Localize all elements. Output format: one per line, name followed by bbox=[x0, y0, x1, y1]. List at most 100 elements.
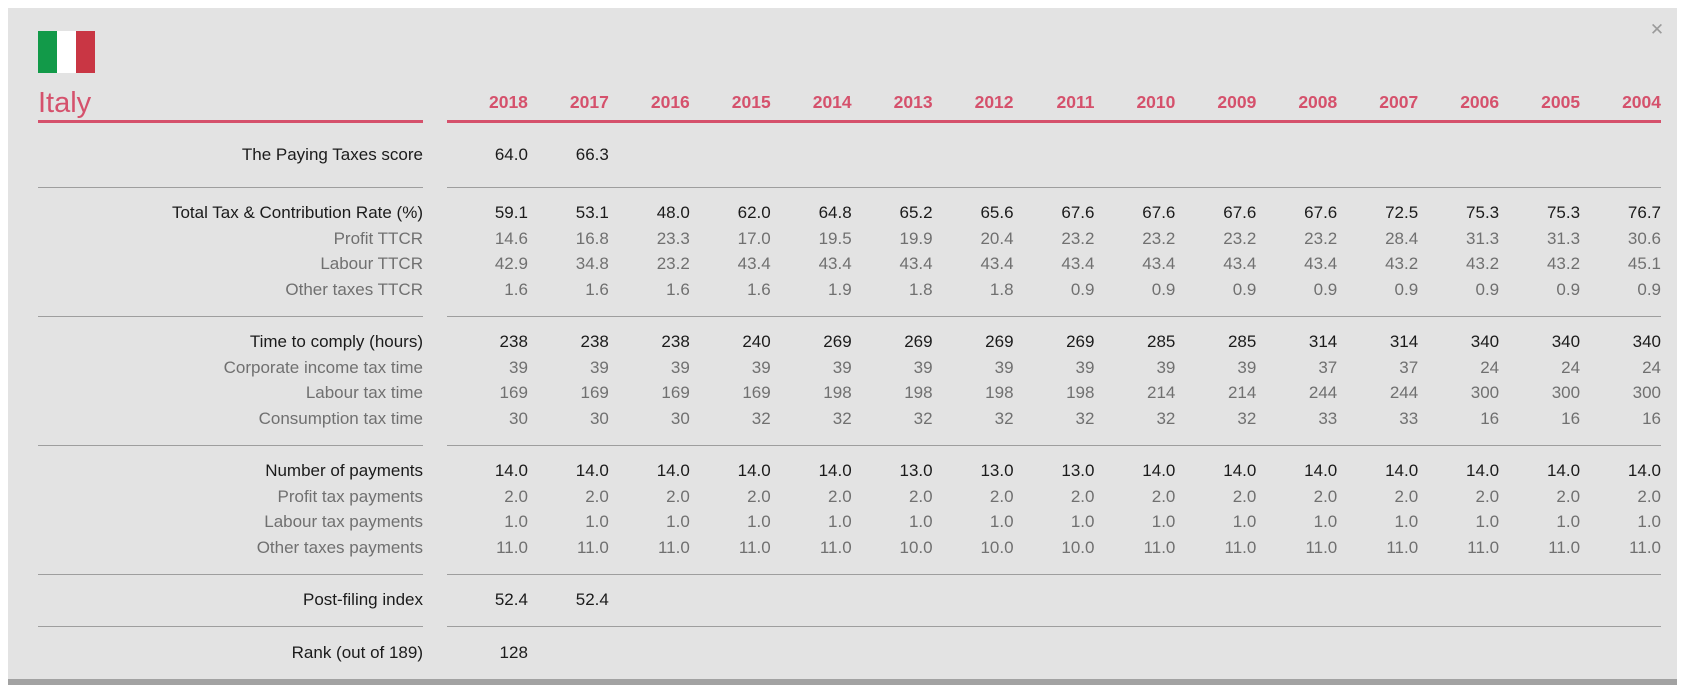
value-cell: 169 bbox=[499, 383, 528, 403]
table-row: The Paying Taxes score 64.0 66.3 bbox=[8, 142, 1677, 168]
value-cell: 39 bbox=[994, 357, 1014, 377]
value-cell: 1.0 bbox=[1151, 512, 1176, 532]
value-cell: 64.0 bbox=[494, 144, 528, 164]
value-cell: 23.2 bbox=[656, 254, 690, 274]
value-cell: 39 bbox=[1237, 357, 1257, 377]
value-cell: 1.0 bbox=[666, 512, 690, 532]
value-cell: 33 bbox=[1399, 408, 1419, 428]
value-cell: 64.8 bbox=[818, 203, 852, 223]
value-cell: 2.0 bbox=[828, 486, 852, 506]
value-cell bbox=[771, 643, 852, 663]
value-cell: 75.3 bbox=[1546, 203, 1581, 223]
value-cell bbox=[528, 643, 609, 663]
value-cell bbox=[1256, 145, 1337, 165]
section-separator bbox=[8, 315, 1677, 317]
table-section: Rank (out of 189) 128 bbox=[8, 627, 1677, 679]
value-cell: 2.0 bbox=[504, 486, 528, 506]
row-label: Time to comply (hours) bbox=[249, 332, 423, 352]
value-cell: 1.0 bbox=[908, 512, 933, 532]
year-column-header: 2009 bbox=[1217, 92, 1257, 112]
value-cell: 32 bbox=[994, 408, 1014, 428]
value-cell: 2.0 bbox=[1475, 486, 1500, 506]
value-cell: 1.6 bbox=[747, 279, 771, 299]
value-cell: 1.8 bbox=[908, 279, 933, 299]
value-cell: 30 bbox=[670, 408, 690, 428]
value-cell: 14.0 bbox=[1627, 461, 1661, 481]
year-column-header: 2007 bbox=[1379, 92, 1419, 112]
value-cell: 198 bbox=[985, 383, 1014, 403]
value-cell bbox=[1175, 145, 1256, 165]
value-cell: 43.4 bbox=[899, 254, 933, 274]
value-cell: 269 bbox=[904, 332, 933, 352]
value-cell: 67.6 bbox=[1223, 203, 1257, 223]
value-cell: 1.0 bbox=[1232, 512, 1257, 532]
flag-red-stripe bbox=[76, 31, 95, 73]
row-label: Labour tax payments bbox=[264, 512, 423, 532]
value-cell: 340 bbox=[1551, 332, 1581, 352]
panel-header: Italy 2018 2017 2016 2015 2014 2013 2012 2011 20… bbox=[8, 8, 1677, 120]
value-cell: 14.0 bbox=[1223, 461, 1257, 481]
value-cell: 23.2 bbox=[1142, 228, 1176, 248]
value-cell: 76.7 bbox=[1627, 203, 1661, 223]
value-cell: 340 bbox=[1470, 332, 1500, 352]
value-cell: 11.0 bbox=[1224, 537, 1257, 557]
value-cell: 1.0 bbox=[504, 512, 528, 532]
row-label: Consumption tax time bbox=[258, 408, 423, 428]
value-cell: 14.0 bbox=[575, 461, 609, 481]
value-cell: 0.9 bbox=[1556, 279, 1581, 299]
value-cell: 14.6 bbox=[494, 228, 528, 248]
value-cell: 169 bbox=[661, 383, 690, 403]
year-column-header: 2004 bbox=[1622, 92, 1661, 112]
value-cell: 11.0 bbox=[1386, 537, 1419, 557]
value-cell: 13.0 bbox=[899, 461, 933, 481]
row-label: Other taxes payments bbox=[256, 537, 423, 557]
value-cell: 240 bbox=[742, 332, 771, 352]
value-cell: 2.0 bbox=[1394, 486, 1419, 506]
value-cell: 285 bbox=[1227, 332, 1257, 352]
value-cell bbox=[609, 643, 690, 663]
table-row: Labour tax payments 1.0 1.0 1.0 1.0 1.0 1.0 1.0… bbox=[8, 510, 1677, 536]
value-cell: 10.0 bbox=[1061, 537, 1095, 557]
value-cell: 43.4 bbox=[1223, 254, 1257, 274]
value-cell: 75.3 bbox=[1466, 203, 1500, 223]
value-cell: 1.0 bbox=[1475, 512, 1500, 532]
year-column-header: 2014 bbox=[812, 92, 852, 112]
close-icon[interactable]: ✕ bbox=[1649, 20, 1665, 39]
section-separator bbox=[8, 186, 1677, 188]
year-column-header: 2016 bbox=[650, 92, 690, 112]
value-cell: 2.0 bbox=[1232, 486, 1257, 506]
value-cell: 23.3 bbox=[656, 228, 690, 248]
value-cell: 32 bbox=[832, 408, 852, 428]
value-cell: 30.6 bbox=[1627, 228, 1661, 248]
value-cell bbox=[933, 643, 1014, 663]
value-cell: 244 bbox=[1389, 383, 1419, 403]
value-cell bbox=[1418, 643, 1499, 663]
value-cell: 37 bbox=[1399, 357, 1419, 377]
value-cell: 16 bbox=[1642, 408, 1661, 428]
value-cell: 238 bbox=[499, 332, 528, 352]
table-section: The Paying Taxes score 64.0 66.3 bbox=[8, 123, 1677, 187]
value-cell: 1.0 bbox=[1637, 512, 1661, 532]
value-cell: 43.4 bbox=[1061, 254, 1095, 274]
value-cell bbox=[1499, 643, 1580, 663]
table-section: Post-filing index 52.4 52.4 bbox=[8, 575, 1677, 627]
row-label: Number of payments bbox=[265, 461, 423, 481]
row-label: Other taxes TTCR bbox=[285, 279, 423, 299]
value-cell: 198 bbox=[904, 383, 933, 403]
year-column-header: 2011 bbox=[1056, 92, 1095, 112]
value-cell bbox=[690, 643, 771, 663]
value-cell: 2.0 bbox=[747, 486, 771, 506]
value-cell: 32 bbox=[1237, 408, 1257, 428]
value-cell: 128 bbox=[499, 642, 528, 662]
value-cell: 214 bbox=[1227, 383, 1257, 403]
value-cell bbox=[1337, 590, 1418, 610]
value-cell bbox=[1094, 590, 1175, 610]
value-cell: 43.2 bbox=[1385, 254, 1419, 274]
value-cell bbox=[1256, 590, 1337, 610]
value-cell: 2.0 bbox=[1556, 486, 1581, 506]
value-cell: 17.0 bbox=[737, 228, 771, 248]
value-cell: 23.2 bbox=[1304, 228, 1338, 248]
value-cell bbox=[690, 145, 771, 165]
value-cell: 28.4 bbox=[1385, 228, 1419, 248]
value-cell bbox=[1580, 643, 1661, 663]
